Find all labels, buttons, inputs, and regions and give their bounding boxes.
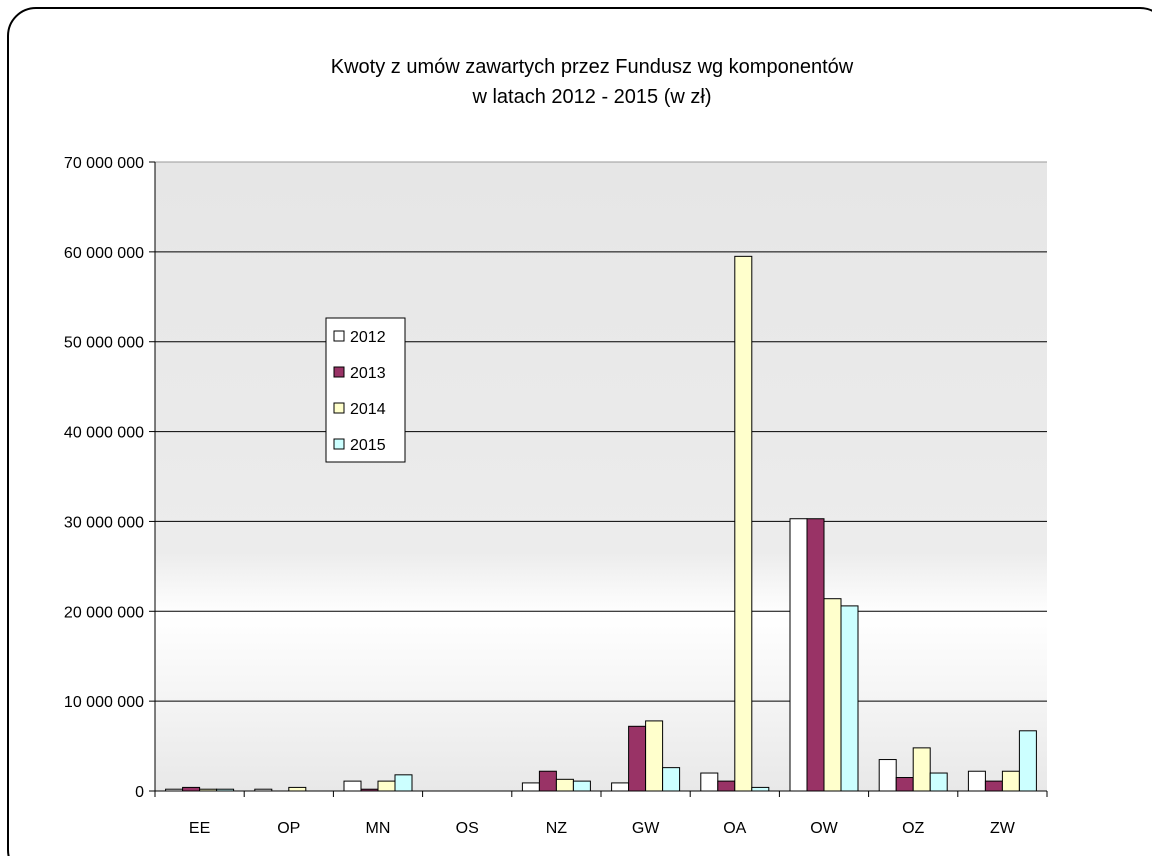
bar [1018, 730, 1037, 792]
legend-swatch [333, 402, 345, 414]
bar [967, 770, 986, 792]
y-tick-label: 0 [135, 784, 144, 801]
legend-swatch [333, 330, 345, 342]
bar [343, 780, 362, 792]
x-tick-label: NZ [546, 820, 568, 837]
y-tick-label: 30 000 000 [64, 514, 144, 531]
bar [789, 518, 808, 792]
legend-swatch [333, 366, 345, 378]
legend-label: 2014 [350, 401, 386, 418]
bar [645, 720, 664, 792]
bar [895, 777, 914, 792]
bar [717, 780, 736, 792]
legend-swatch [333, 438, 345, 450]
x-tick-label: EE [189, 820, 210, 837]
bar [806, 518, 825, 792]
bar [182, 786, 201, 792]
x-tick-label: ZW [990, 820, 1016, 837]
plot-area: 0 10 000 000 20 000 000 30 000 000 40 000 00… [64, 155, 1048, 837]
legend-box [325, 317, 406, 463]
bar [751, 786, 770, 792]
bar [929, 772, 948, 792]
bar [1001, 770, 1020, 792]
legend-label: 2012 [350, 329, 386, 346]
legend-label: 2013 [350, 365, 386, 382]
x-tick-label: MN [366, 820, 391, 837]
y-tick-label: 10 000 000 [64, 694, 144, 711]
bar [984, 780, 1003, 792]
bar [628, 725, 647, 792]
x-tick-label: OS [456, 820, 479, 837]
y-tick-label: 20 000 000 [64, 604, 144, 621]
bar [912, 747, 931, 792]
bar [572, 780, 591, 792]
bar [840, 605, 859, 792]
bar [288, 786, 307, 792]
legend-label: 2015 [350, 437, 386, 454]
x-tick-label: OW [810, 820, 838, 837]
y-tick-label: 70 000 000 [64, 155, 144, 172]
bar [394, 774, 413, 792]
bar [700, 772, 719, 792]
y-tick-label: 40 000 000 [64, 425, 144, 442]
y-tick-label: 50 000 000 [64, 335, 144, 352]
chart-subtitle: w latach 2012 - 2015 (w zł) [471, 86, 711, 108]
y-tick-label: 60 000 000 [64, 245, 144, 262]
chart-title: Kwoty z umów zawartych przez Fundusz wg … [331, 56, 854, 78]
bar [734, 255, 753, 792]
bar [823, 598, 842, 792]
bar [878, 759, 897, 792]
x-tick-label: OZ [902, 820, 924, 837]
bar [611, 782, 630, 792]
x-tick-label: GW [632, 820, 660, 837]
bar [555, 778, 574, 792]
x-tick-label: OP [277, 820, 300, 837]
bar [377, 780, 396, 792]
x-tick-label: OA [723, 820, 746, 837]
plot-background [155, 162, 1047, 791]
bar [521, 782, 540, 792]
bar [538, 770, 557, 792]
bar [662, 767, 681, 792]
